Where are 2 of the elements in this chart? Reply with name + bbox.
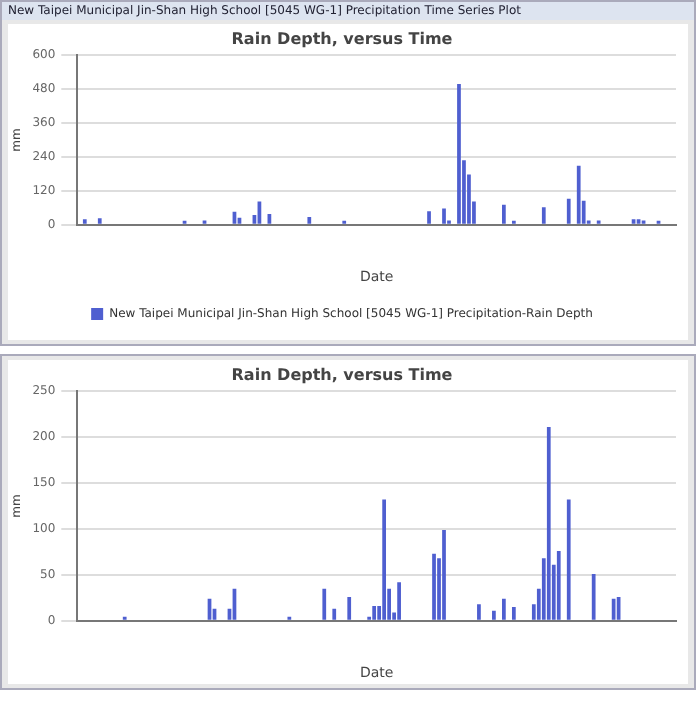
chart-title: Rain Depth, versus Time xyxy=(231,29,454,48)
chart-title: Rain Depth, versus Time xyxy=(231,365,454,384)
